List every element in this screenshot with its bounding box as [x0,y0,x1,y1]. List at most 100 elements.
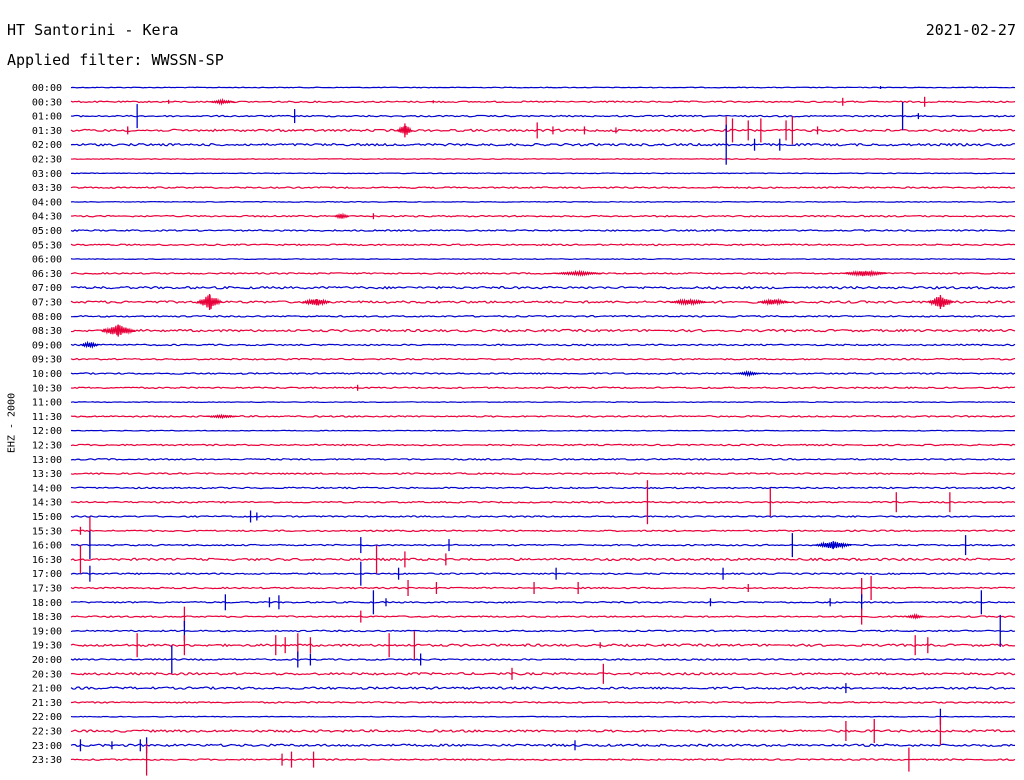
date-label: 2021-02-27 [925,21,1016,39]
trace-row [70,658,1016,661]
row-label: 21:00 [32,684,62,695]
seismic-burst [905,612,924,620]
trace-row [70,758,1016,762]
seismic-burst [333,212,350,220]
row-label: 11:00 [32,398,62,409]
row-label: 20:30 [32,669,62,680]
row-label: 03:30 [32,183,62,194]
trace-row [70,472,1016,475]
row-label: 16:00 [32,541,62,552]
row-label: 00:00 [32,83,62,94]
row-label: 13:00 [32,455,62,466]
trace-row [70,572,1016,576]
row-label: 17:30 [32,584,62,595]
row-label: 20:00 [32,655,62,666]
row-label: 07:00 [32,283,62,294]
trace-row [70,543,1016,547]
trace-row [70,386,1016,390]
row-label: 12:00 [32,426,62,437]
row-label: 12:30 [32,441,62,452]
seismic-burst [842,269,887,278]
seismic-burst [757,297,789,306]
row-label: 18:30 [32,612,62,623]
trace-row [70,686,1016,691]
trace-row [70,515,1016,518]
row-label: 08:30 [32,326,62,337]
row-label: 22:30 [32,727,62,738]
filter-label: Applied filter: WWSSN-SP [7,51,224,69]
seismic-burst [206,413,238,420]
trace-row [70,529,1016,533]
row-label: 05:30 [32,240,62,251]
row-label: 14:00 [32,483,62,494]
row-label: 16:30 [32,555,62,566]
trace-row [70,229,1016,232]
row-label: 01:30 [32,126,62,137]
row-label: 06:30 [32,269,62,280]
trace-row [70,343,1016,347]
trace-row [70,186,1016,189]
trace-row [70,214,1016,218]
seismic-burst [302,298,331,307]
row-label: 05:00 [32,226,62,237]
row-label: 21:30 [32,698,62,709]
trace-row [70,357,1016,361]
row-label: 00:30 [32,97,62,108]
seismic-burst [80,340,99,350]
trace-row [70,557,1016,562]
trace-row [70,114,1016,118]
trace-row [70,86,1016,89]
trace-row [70,200,1016,203]
trace-row [70,500,1016,504]
trace-row [70,629,1016,633]
row-label: 23:30 [32,755,62,766]
trace-row [70,743,1016,748]
seismic-burst [554,269,602,277]
row-label: 02:00 [32,140,62,151]
row-label: 13:30 [32,469,62,480]
trace-row [70,429,1016,432]
row-label: 04:00 [32,197,62,208]
row-label: 09:30 [32,355,62,366]
trace-row [70,715,1016,718]
trace-row [70,600,1016,604]
trace-row [70,615,1016,618]
trace-row [70,457,1016,461]
trace-row [70,328,1016,333]
trace-row [70,401,1016,404]
row-label: 01:00 [32,112,62,123]
trace-row [70,586,1016,590]
seismic-burst [735,370,761,378]
row-label: 09:00 [32,340,62,351]
row-label: 03:00 [32,169,62,180]
trace-row [70,701,1016,704]
row-label: 18:00 [32,598,62,609]
trace-row [70,372,1016,375]
row-label: 08:00 [32,312,62,323]
row-label: 04:30 [32,212,62,223]
row-label: 06:00 [32,255,62,266]
trace-row [70,128,1016,133]
row-label: 15:30 [32,526,62,537]
row-label: 11:30 [32,412,62,423]
row-label: 15:00 [32,512,62,523]
trace-row [70,486,1016,490]
row-label: 10:30 [32,383,62,394]
trace-row [70,243,1016,247]
row-label: 10:00 [32,369,62,380]
trace-row [70,671,1016,676]
trace-row [70,314,1016,318]
row-label: 19:30 [32,641,62,652]
row-label: 07:30 [32,298,62,309]
row-label: 22:00 [32,712,62,723]
trace-row [70,158,1016,160]
trace-row [70,300,1016,304]
row-label: 02:30 [32,155,62,166]
row-label: 23:00 [32,741,62,752]
trace-row [70,172,1016,175]
row-label: 14:30 [32,498,62,509]
seismic-burst [669,297,707,307]
trace-row [70,729,1016,733]
station-title: HT Santorini - Kera [7,21,179,39]
row-label: 19:00 [32,626,62,637]
